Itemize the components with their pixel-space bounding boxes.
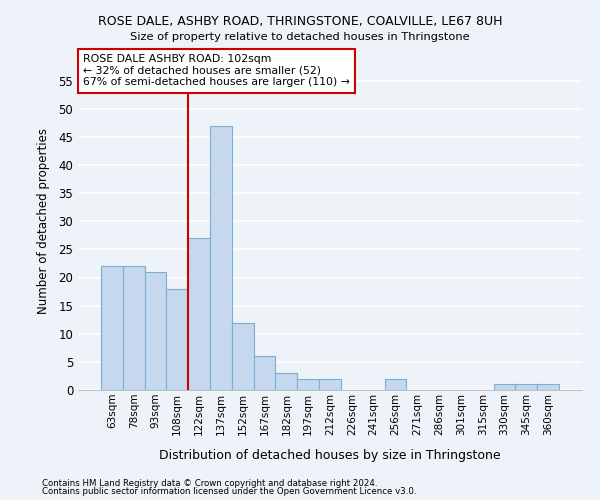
Bar: [145, 272, 166, 390]
Text: Contains HM Land Registry data © Crown copyright and database right 2024.: Contains HM Land Registry data © Crown c…: [42, 478, 377, 488]
Text: ROSE DALE ASHBY ROAD: 102sqm
← 32% of detached houses are smaller (52)
67% of se: ROSE DALE ASHBY ROAD: 102sqm ← 32% of de…: [83, 54, 350, 88]
Bar: [385, 379, 406, 390]
Bar: [537, 384, 559, 390]
X-axis label: Distribution of detached houses by size in Thringstone: Distribution of detached houses by size …: [159, 449, 501, 462]
Bar: [494, 384, 515, 390]
Text: Size of property relative to detached houses in Thringstone: Size of property relative to detached ho…: [130, 32, 470, 42]
Bar: [232, 322, 254, 390]
Bar: [123, 266, 145, 390]
Bar: [101, 266, 123, 390]
Text: ROSE DALE, ASHBY ROAD, THRINGSTONE, COALVILLE, LE67 8UH: ROSE DALE, ASHBY ROAD, THRINGSTONE, COAL…: [98, 15, 502, 28]
Y-axis label: Number of detached properties: Number of detached properties: [37, 128, 50, 314]
Bar: [275, 373, 297, 390]
Bar: [254, 356, 275, 390]
Bar: [210, 126, 232, 390]
Bar: [515, 384, 537, 390]
Bar: [166, 289, 188, 390]
Bar: [297, 379, 319, 390]
Bar: [188, 238, 210, 390]
Bar: [319, 379, 341, 390]
Text: Contains public sector information licensed under the Open Government Licence v3: Contains public sector information licen…: [42, 488, 416, 496]
